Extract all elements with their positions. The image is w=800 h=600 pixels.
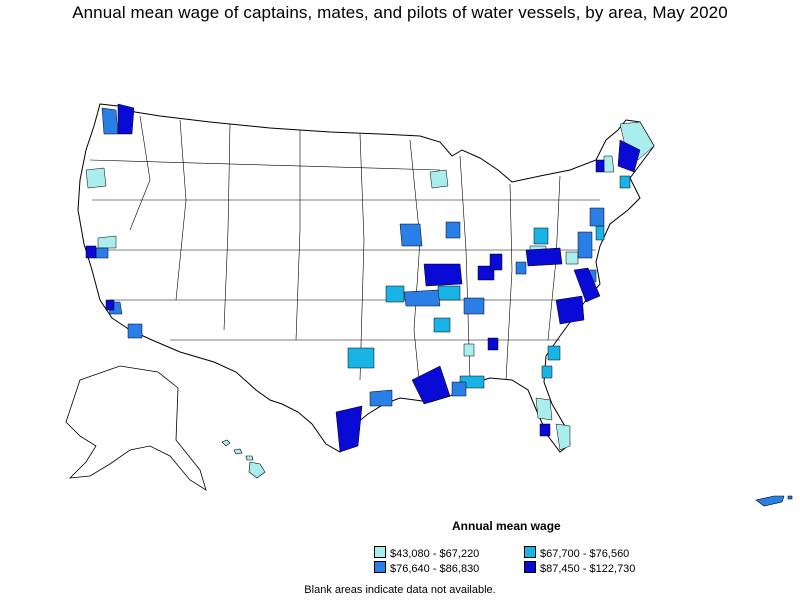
legend-swatch-range-1 — [374, 546, 386, 558]
map-title: Annual mean wage of captains, mates, and… — [72, 3, 728, 22]
legend-label-range-3: $76,640 - $86,830 — [390, 563, 480, 575]
legend-label-range-1: $43,080 - $67,220 — [390, 548, 480, 560]
alaska-outline — [65, 365, 207, 491]
puerto-rico — [755, 495, 793, 507]
data-availability-note: Blank areas indicate data not available. — [304, 584, 496, 596]
legend-item-range-1: $43,080 - $67,220 — [374, 546, 479, 560]
hawaii-islands — [221, 439, 266, 479]
legend-item-range-3: $76,640 - $86,830 — [374, 561, 479, 575]
legend-swatch-range-2 — [524, 546, 536, 558]
areas-range-4 — [85, 103, 641, 453]
area-boundaries — [88, 115, 600, 391]
areas-range-1 — [85, 121, 655, 451]
legend-item-range-4: $87,450 - $122,730 — [524, 561, 635, 575]
legend-swatch-range-3 — [374, 561, 386, 573]
areas-range-3 — [95, 107, 605, 407]
legend-swatch-range-4 — [524, 561, 536, 573]
legend-item-range-2: $67,700 - $76,560 — [524, 546, 629, 560]
areas-range-2 — [347, 175, 631, 389]
legend-title: Annual mean wage — [452, 519, 561, 533]
legend-label-range-4: $87,450 - $122,730 — [540, 563, 636, 575]
legend-label-range-2: $67,700 - $76,560 — [540, 548, 630, 560]
